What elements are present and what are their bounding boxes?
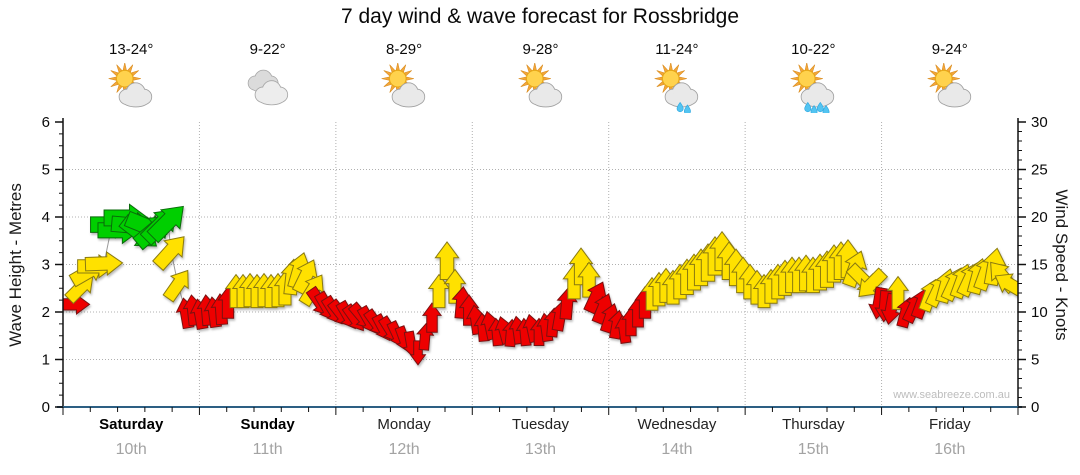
day-date-wednesday: 14th: [661, 441, 693, 458]
temp-range-sunday: 9-22°: [249, 41, 286, 58]
wind-arrow: [146, 205, 184, 244]
sun-icon: [388, 69, 407, 88]
day-name-sunday: Sunday: [240, 416, 295, 433]
wind-arrow: [994, 273, 1018, 299]
day-name-wednesday: Wednesday: [637, 416, 717, 433]
wind-arrow: [421, 302, 443, 333]
weather-icon-sun-cloud-rain-light: [652, 63, 702, 113]
svg-text:30: 30: [1031, 114, 1048, 131]
temp-range-wednesday: 11-24°: [655, 41, 699, 58]
cloud-icon: [937, 82, 971, 108]
watermark: www.seabreeze.com.au: [892, 389, 1010, 401]
svg-text:5: 5: [42, 162, 50, 179]
weather-icon-sun-cloud-rain: [788, 63, 838, 113]
svg-text:4: 4: [42, 209, 50, 226]
day-name-thursday: Thursday: [782, 416, 845, 433]
raindrop-icon: [817, 101, 825, 112]
right-axis-ticks: 0 5 10 15 20 25 30: [1031, 114, 1048, 416]
day-name-friday: Friday: [928, 416, 971, 433]
sun-icon: [116, 69, 134, 88]
temp-range-friday: 9-24°: [931, 41, 968, 58]
day-date-saturday: 10th: [115, 441, 147, 458]
temp-range-monday: 8-29°: [386, 41, 423, 58]
wind-arrows: [63, 203, 1018, 366]
svg-text:0: 0: [42, 399, 50, 416]
raindrop-icon: [676, 101, 684, 112]
svg-text:3: 3: [42, 257, 50, 274]
sun-icon: [934, 69, 953, 88]
wind-arrow: [886, 275, 910, 310]
svg-text:25: 25: [1031, 162, 1048, 179]
svg-text:10: 10: [1031, 304, 1048, 321]
cloud-icon: [118, 82, 153, 108]
day-date-monday: 12th: [388, 441, 420, 458]
wind-arrow: [84, 250, 124, 276]
cloud-icon: [254, 80, 288, 106]
raindrop-icon: [810, 104, 818, 113]
temp-range-thursday: 10-22°: [791, 41, 836, 58]
svg-text:20: 20: [1031, 209, 1048, 226]
axes: [55, 118, 1026, 415]
svg-text:15: 15: [1031, 257, 1048, 274]
raindrop-icon: [804, 101, 812, 112]
temp-range-saturday: 13-24°: [109, 41, 154, 58]
cloud-icon: [664, 82, 699, 108]
weather-icon-clouds: [243, 63, 293, 113]
page-title: 7 day wind & wave forecast for Rossbridg…: [340, 5, 740, 28]
sun-icon: [525, 69, 544, 88]
raindrop-icon: [822, 104, 830, 113]
day-date-sunday: 11th: [252, 441, 283, 458]
svg-text:1: 1: [42, 352, 50, 369]
cloud-icon: [391, 82, 426, 108]
weather-icon-sun-cloud: [516, 63, 566, 113]
raindrop-icon: [683, 104, 691, 113]
wind-arrow: [152, 236, 185, 272]
svg-text:2: 2: [42, 304, 50, 321]
svg-text:6: 6: [42, 114, 50, 131]
wind-arrow: [162, 269, 189, 303]
day-date-thursday: 15th: [797, 441, 829, 458]
left-axis-ticks: 0 1 2 3 4 5 6: [42, 114, 50, 416]
cloud-icon: [801, 82, 835, 108]
cloud-icon: [528, 82, 562, 108]
day-name-tuesday: Tuesday: [512, 416, 569, 433]
sun-icon: [798, 69, 816, 88]
svg-text:0: 0: [1031, 399, 1039, 416]
svg-text:5: 5: [1031, 352, 1039, 369]
gridlines: [63, 122, 1018, 407]
day-date-friday: 16th: [934, 441, 966, 458]
temp-range-tuesday: 9-28°: [522, 41, 559, 58]
day-name-monday: Monday: [377, 416, 431, 433]
weather-icon-sun-cloud: [925, 63, 975, 113]
day-date-tuesday: 13th: [524, 441, 557, 458]
weather-icon-sun-cloud: [379, 63, 429, 113]
weather-icon-sun-cloud: [106, 63, 156, 113]
day-name-saturday: Saturday: [99, 416, 164, 433]
sun-icon: [661, 69, 680, 88]
